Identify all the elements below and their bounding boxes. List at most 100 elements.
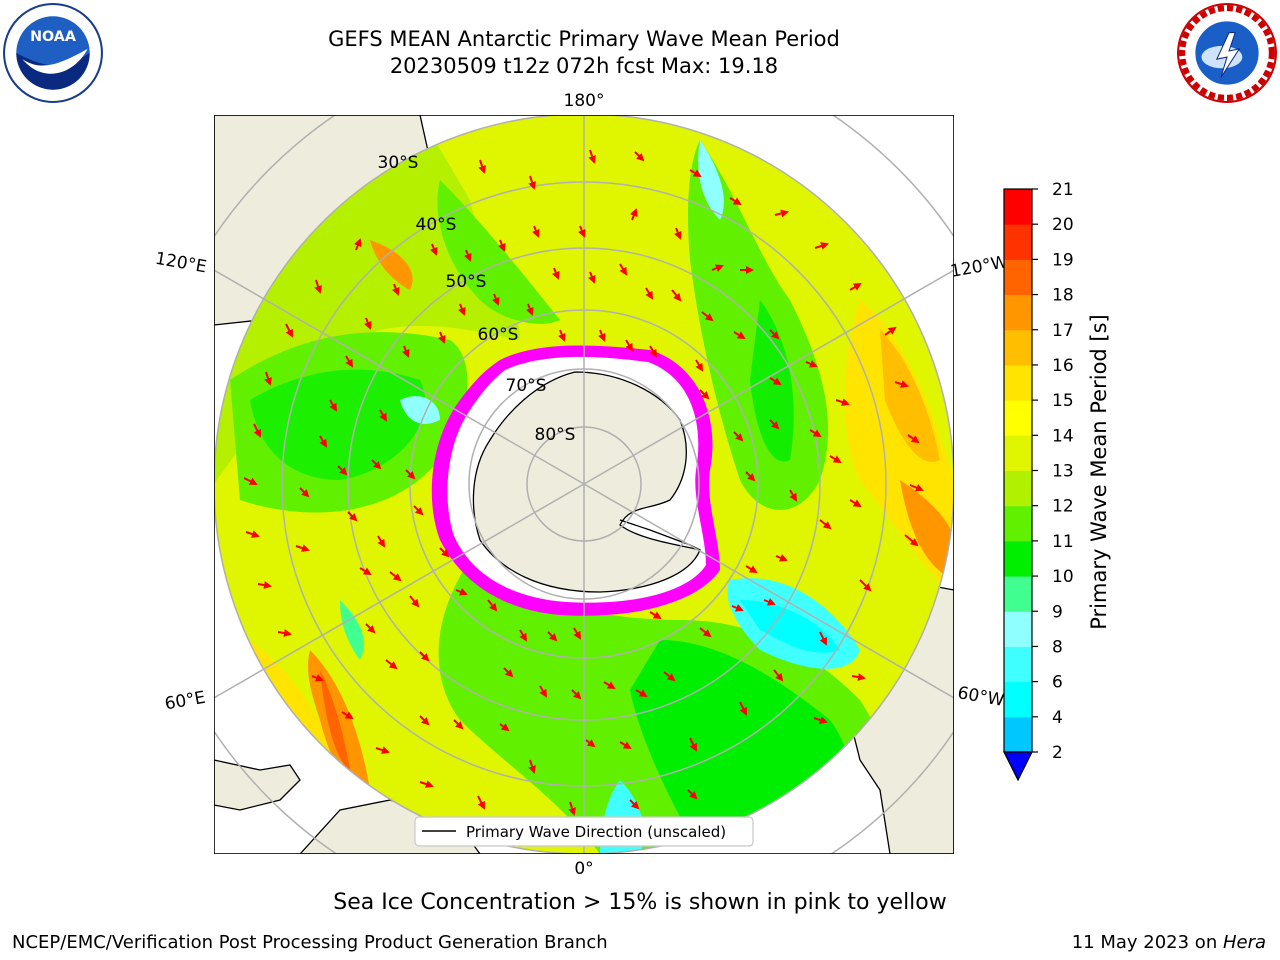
arrow [277,629,292,637]
arrow [711,264,724,272]
arrow [763,598,776,606]
arrow [492,293,500,306]
lon-label-120e: 120°E [154,249,208,278]
arrow [774,209,789,218]
arrow [769,419,780,430]
arrow [377,535,386,548]
arrow [909,484,924,492]
arrow [568,801,576,816]
arrow [532,225,540,238]
arrow [813,716,828,724]
arrow [392,283,400,296]
footer-date: 11 May 2023 on Hera [1072,932,1266,953]
colorbar-segment [1004,505,1032,542]
lat-label: 80°S [535,425,576,445]
arrow [519,629,528,642]
colorbar-segment [1004,224,1032,260]
colorbar-tick-label: 21 [1052,180,1074,200]
arrow [578,225,586,238]
arrow [809,429,822,438]
arrow [453,719,464,730]
arrow [558,329,566,342]
arrow [625,339,634,352]
colorbar-segment [1004,646,1032,683]
colorbar-segment [1004,435,1032,471]
arrow [671,289,682,302]
lat-label: 70°S [506,376,547,396]
arrow [430,243,438,256]
arrow [528,759,536,774]
arrow [295,544,310,552]
arrow [769,329,780,340]
colorbar-tick-label: 19 [1052,250,1074,270]
arrow [745,471,756,482]
arrow [598,329,606,342]
arrow [455,588,468,596]
arrow [365,623,376,634]
arrow [733,431,744,442]
arrow [819,519,832,530]
colorbar-segment [1004,259,1032,296]
antarctica [431,345,720,616]
arrow [649,345,658,358]
arrow [402,345,410,358]
arrow [689,737,697,752]
colorbar-segment [1004,576,1032,612]
colorbar-tick-label: 16 [1052,356,1074,376]
arrow [311,674,324,682]
arrow [477,795,485,810]
arrow [769,377,782,386]
arrow [419,780,434,788]
colorbar-tick-label: 12 [1052,497,1074,517]
colorbar-segment [1004,189,1032,225]
arrow [245,530,260,538]
footer-machine: Hera [1222,932,1266,953]
arrow [859,579,872,592]
arrow [503,667,514,678]
arrow [630,208,638,221]
colorbar-tick-label: 14 [1052,426,1074,446]
arrow [634,151,645,162]
arrow [243,477,258,485]
colorbar-segment [1004,329,1032,366]
arrow [729,197,742,206]
graticule [214,115,954,854]
lat-label: 50°S [446,272,487,292]
colorbar-tick-label: 4 [1052,708,1063,728]
arrow [603,681,616,690]
arrow [359,567,372,576]
arrow [585,739,596,748]
colorbar-segment [1004,364,1032,401]
arrow [419,651,430,662]
lat-label: 30°S [378,153,419,173]
arrow [438,331,446,344]
arrow [487,599,498,612]
arrow [413,505,424,516]
arrow [629,799,640,810]
svg-text:NOAA: NOAA [30,29,76,45]
arrow [884,326,897,336]
arrow [253,423,261,438]
colorbar-tick-label: 8 [1052,637,1063,657]
lon-label-60w: 60°W [956,683,1006,711]
colorbar-tick-label: 10 [1052,567,1074,587]
arrow [849,499,862,508]
colorbar-tick-label: 15 [1052,391,1074,411]
arrow [894,380,909,388]
arrow [329,399,338,412]
arrow [464,249,472,262]
arrow [645,287,654,300]
legend-label: Primary Wave Direction (unscaled) [466,823,726,841]
arrow [539,685,548,698]
arrow [789,489,798,502]
colorbar-tick-label: 2 [1052,743,1063,763]
arrow [695,359,704,372]
arrow [458,303,466,316]
arrow [851,673,866,681]
arrow [389,571,402,582]
arrow [649,611,662,620]
arrow [571,689,582,700]
arrow [499,723,510,732]
arrow [829,455,842,464]
lon-label-180: 180° [564,91,605,111]
